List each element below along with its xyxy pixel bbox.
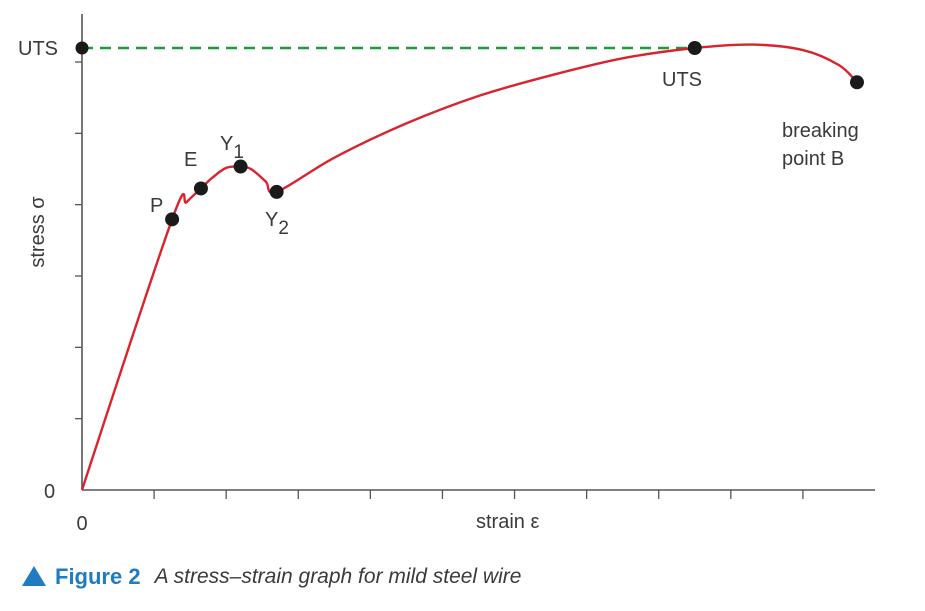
figure-caption: Figure 2 A stress–strain graph for mild … [22, 560, 521, 594]
point-y2-marker [269, 184, 284, 199]
figure-number: Figure 2 [55, 564, 141, 589]
x-axis-label: strain ε [476, 511, 539, 533]
point-e-marker [193, 181, 208, 196]
point-p-label: P [150, 195, 163, 217]
x-tick-label-zero: 0 [76, 513, 87, 535]
stress-strain-curve [80, 43, 858, 491]
point-p-marker [165, 212, 180, 227]
point-breaking-marker [849, 75, 864, 90]
point-breaking-label-line2: point B [782, 148, 844, 170]
y-tick-label-uts: UTS [18, 38, 58, 60]
point-breaking-label: breaking [782, 120, 859, 142]
point-e-label: E [184, 149, 197, 171]
point-y2-label: Y2 [265, 209, 289, 239]
point-y1-label: Y1 [220, 133, 244, 163]
y-axis-uts-marker [75, 41, 89, 55]
triangle-icon [22, 566, 46, 586]
y-axis-label: stress σ [27, 196, 49, 268]
point-uts-marker [687, 41, 702, 55]
figure-caption-text: A stress–strain graph for mild steel wir… [154, 565, 522, 588]
point-uts-label: UTS [662, 69, 702, 91]
y-tick-label-zero: 0 [44, 481, 55, 503]
point-y1-marker [233, 159, 248, 174]
